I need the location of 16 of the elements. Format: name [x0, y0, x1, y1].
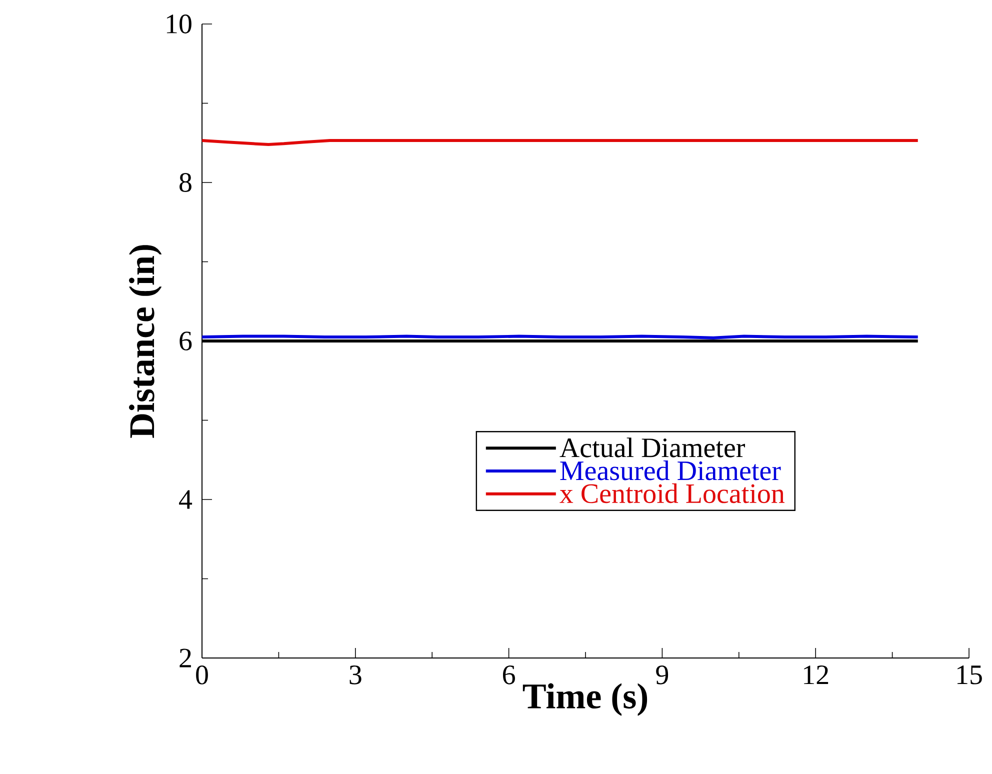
y-tick-label: 4 [179, 490, 192, 509]
legend-label: Measured Diameter [560, 460, 781, 480]
y-tick-label: 6 [180, 332, 192, 350]
x-tick-label: 3 [350, 666, 362, 684]
x-tick-label: 0 [196, 666, 208, 684]
y-tick-label: 10 [166, 14, 192, 34]
legend-label: Actual Diameter [560, 438, 745, 458]
y-tick-label: 8 [180, 173, 192, 192]
x-tick-label: 12 [804, 666, 828, 684]
legend-label: x Centroid Location [560, 483, 785, 504]
x-tick-label: 9 [656, 666, 668, 684]
x-tick-label: 6 [503, 666, 515, 684]
y-tick-label: 2 [180, 648, 191, 668]
y-axis-title: Distance (in) [128, 245, 162, 438]
x-axis-title: Time (s) [522, 683, 648, 716]
x-tick-label: 15 [957, 666, 982, 684]
